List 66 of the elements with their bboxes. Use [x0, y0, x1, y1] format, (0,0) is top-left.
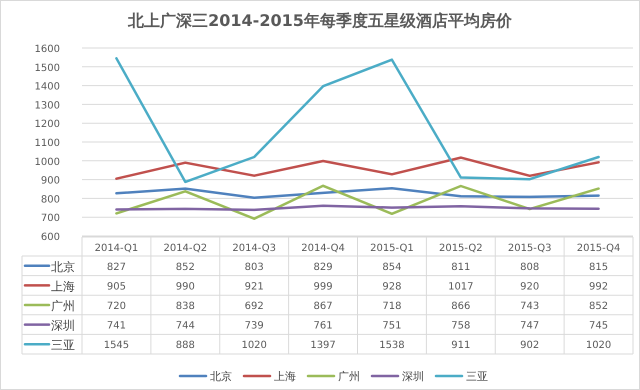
data-label: 718 — [382, 301, 402, 312]
data-label: 838 — [176, 301, 195, 312]
data-label: 803 — [244, 262, 264, 273]
data-label: 1020 — [241, 340, 267, 352]
legend-label: 深圳 — [51, 318, 75, 333]
y-tick-label: 1000 — [34, 156, 60, 168]
data-label: 1017 — [448, 281, 474, 292]
data-label: 743 — [520, 301, 540, 312]
data-label: 867 — [314, 301, 333, 312]
data-label: 999 — [314, 281, 333, 292]
legend-label: 三亚 — [51, 338, 75, 352]
x-tick-label: 2014-Q4 — [301, 243, 345, 254]
y-tick-label: 900 — [40, 176, 60, 187]
x-tick-label: 2015-Q1 — [370, 243, 414, 254]
legend: 北京 上海 广州 深圳 三亚 — [178, 370, 488, 383]
y-tick-label: 800 — [40, 194, 60, 206]
y-tick-label: 1300 — [34, 100, 60, 112]
data-label: 928 — [382, 281, 402, 292]
x-tick-label: 2015-Q3 — [508, 243, 552, 254]
data-label: 1020 — [586, 340, 612, 352]
data-label: 866 — [451, 301, 470, 312]
data-label: 827 — [106, 262, 126, 273]
data-label: 911 — [451, 340, 470, 352]
data-label: 920 — [520, 281, 540, 292]
data-label: 990 — [176, 281, 195, 292]
data-label: 745 — [589, 320, 608, 332]
data-label: 758 — [451, 320, 470, 332]
y-tick-label: 1600 — [34, 44, 60, 55]
data-label: 852 — [589, 301, 608, 312]
data-label: 992 — [589, 281, 608, 292]
data-label: 747 — [520, 320, 540, 332]
y-tick-label: 1100 — [34, 138, 60, 149]
data-label: 811 — [451, 262, 470, 273]
data-label: 815 — [589, 262, 608, 273]
data-label: 808 — [520, 262, 540, 273]
data-label: 1538 — [379, 340, 405, 352]
data-label: 921 — [244, 281, 264, 292]
x-tick-label: 2014-Q2 — [163, 243, 208, 254]
data-label: 744 — [176, 320, 195, 332]
y-tick-label: 600 — [40, 232, 60, 243]
legend-label: 北京 — [51, 260, 75, 274]
data-label: 829 — [314, 262, 333, 273]
data-label: 739 — [244, 320, 264, 332]
x-tick-label: 2014-Q1 — [94, 243, 138, 254]
data-label: 888 — [176, 340, 195, 352]
data-label: 751 — [382, 320, 402, 332]
data-label: 1545 — [104, 340, 130, 352]
data-label: 854 — [382, 262, 402, 273]
data-label: 692 — [244, 301, 264, 312]
title: 北上广深三2014-2015年每季度五星级酒店平均房价 — [128, 11, 512, 30]
y-tick-label: 1400 — [34, 82, 60, 93]
data-label: 905 — [106, 281, 126, 292]
legend-label: 广州 — [51, 299, 75, 313]
y-tick-label: 700 — [40, 213, 60, 224]
x-tick-label: 2015-Q4 — [576, 243, 620, 254]
data-label: 852 — [176, 262, 195, 273]
data-label: 902 — [520, 340, 540, 352]
y-tick-label: 1500 — [34, 62, 60, 74]
x-tick-label: 2014-Q3 — [232, 243, 276, 254]
y-tick-label: 1200 — [34, 119, 60, 130]
data-label: 761 — [314, 320, 333, 332]
data-label: 1397 — [310, 340, 336, 352]
legend-label: 上海 — [51, 279, 75, 294]
x-tick-label: 2015-Q2 — [438, 243, 483, 254]
data-label: 720 — [106, 301, 126, 312]
data-label: 741 — [106, 320, 126, 332]
